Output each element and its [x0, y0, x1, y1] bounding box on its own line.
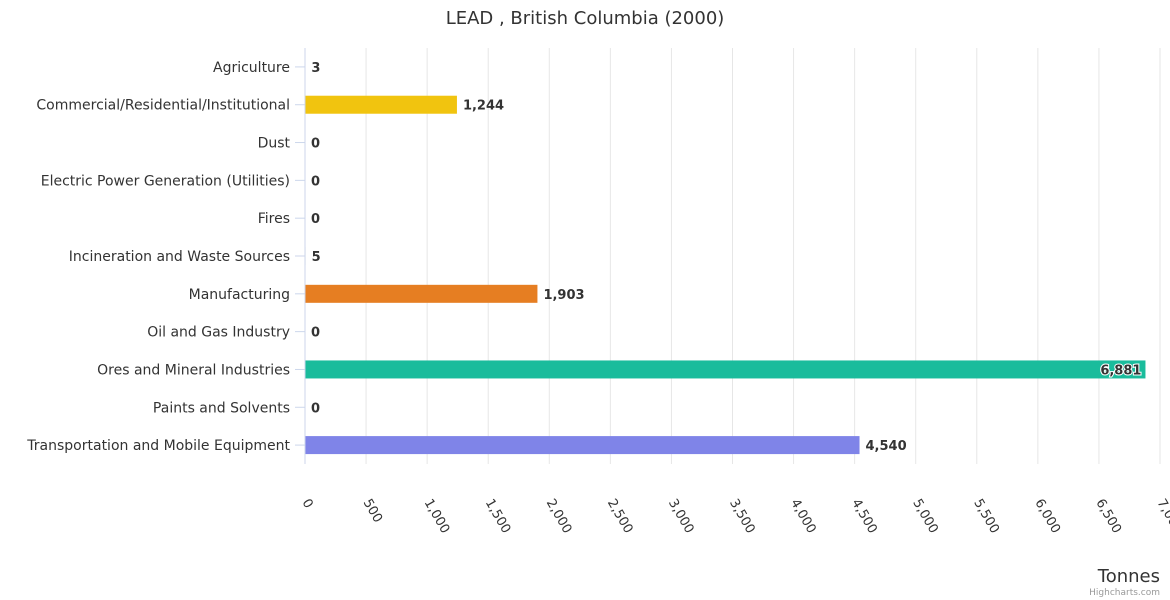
data-label: 6,881	[1100, 363, 1141, 378]
category-label: Electric Power Generation (Utilities)	[41, 173, 290, 189]
category-label: Manufacturing	[189, 287, 290, 303]
bars	[305, 95, 1146, 455]
bar[interactable]	[305, 360, 1146, 379]
data-labels: 3 1,244 0 0 0 5 1,903 0 6,881 0 4,540	[311, 61, 1142, 454]
chart-title: LEAD , British Columbia (2000)	[446, 8, 725, 29]
data-label: 1,244	[463, 99, 504, 114]
category-label: Transportation and Mobile Equipment	[26, 438, 290, 454]
data-label: 0	[311, 401, 320, 416]
category-label: Incineration and Waste Sources	[69, 249, 290, 265]
data-label: 0	[311, 212, 320, 227]
bar[interactable]	[305, 95, 457, 114]
category-labels: Agriculture Commercial/Residential/Instit…	[26, 60, 305, 454]
category-label: Ores and Mineral Industries	[97, 362, 290, 378]
category-label: Oil and Gas Industry	[147, 325, 290, 341]
data-label: 0	[311, 326, 320, 341]
data-label: 0	[311, 137, 320, 152]
category-label: Paints and Solvents	[153, 400, 290, 416]
category-label: Dust	[258, 136, 291, 152]
gridlines	[365, 48, 1161, 464]
data-label: 5	[312, 250, 321, 265]
bar[interactable]	[305, 436, 860, 455]
data-label: 0	[311, 174, 320, 189]
value-axis-title: Tonnes	[1097, 566, 1160, 587]
data-label: 1,903	[543, 288, 584, 303]
credits-link[interactable]: Highcharts.com	[1089, 588, 1160, 598]
category-label: Fires	[258, 211, 290, 227]
data-label: 3	[311, 61, 320, 76]
data-label: 4,540	[866, 439, 907, 454]
category-label: Agriculture	[213, 60, 290, 76]
category-label: Commercial/Residential/Institutional	[36, 98, 290, 114]
bar[interactable]	[305, 284, 538, 303]
